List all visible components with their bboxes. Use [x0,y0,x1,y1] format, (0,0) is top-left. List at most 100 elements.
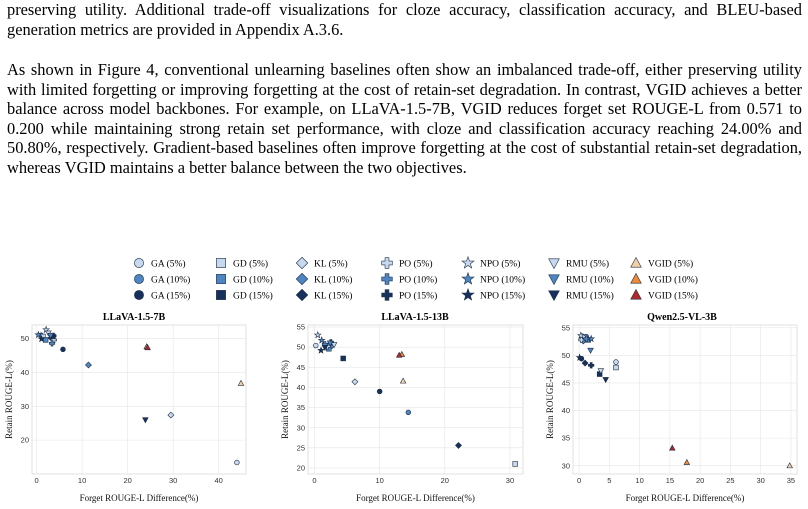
data-point-po [48,340,56,347]
body-paragraph-1: preserving utility. Additional trade-off… [7,0,802,39]
data-point-gd [613,364,619,371]
y-tick-label: 55 [297,323,305,332]
x-tick-label: 25 [726,476,734,485]
legend-label: GA (5%) [151,259,186,270]
legend-label: RMU (5%) [566,259,609,270]
kl-diamond-icon [295,288,309,302]
scatter-panel-2: 0 10 20 30 20 25 30 35 40 45 50 55 LLaVA-1.5-13B Forg… [280,312,524,503]
paragraph-2-text-c: reduces forget set ROUGE-L from 0.571 to… [7,99,802,177]
data-point-rmu [602,377,609,384]
panel-title: Qwen2.5-VL-3B [647,312,717,323]
y-tick-label: 45 [297,363,305,372]
rmu-triangle-down-icon [548,290,560,302]
vgid-name-1: VGID [645,79,687,99]
y-tick-label: 45 [562,379,570,388]
vgid-triangle-up-icon [630,272,642,284]
x-tick-label: 10 [78,476,86,485]
x-tick-label: 0 [312,476,316,485]
y-tick-label: 20 [21,436,29,445]
y-tick-label: 55 [562,323,570,332]
data-point-kl [581,359,589,367]
data-point-ga [405,409,412,416]
legend-label: GA (15%) [151,291,190,302]
legend-label: NPO (15%) [480,291,525,302]
ga-circle-icon [134,258,144,268]
data-point-npo [37,334,46,343]
legend-label: PO (15%) [399,291,437,302]
data-point-kl [167,411,175,419]
y-tick-label: 35 [562,434,570,443]
data-point-po [588,362,595,369]
x-tick-label: 15 [666,476,674,485]
figure-panels: 0 10 20 30 40 20 30 40 50 LLaVA-1.5-7B Forget ROUG… [4,312,798,503]
y-axis-label: Retain ROUGE-L(%) [545,360,555,439]
data-point-npo [34,330,43,339]
vgid-triangle-up-icon [630,256,642,268]
kl-diamond-icon [295,256,309,270]
legend-label: RMU (15%) [566,291,614,302]
vgid-name-3: VGID [64,157,106,177]
po-plus-icon [381,289,393,301]
npo-star-icon [461,271,475,285]
y-axis-label: Retain ROUGE-L(%) [280,360,290,439]
x-tick-label: 0 [34,476,38,485]
body-paragraph-2: As shown in Figure 4, conventional unlea… [7,60,802,178]
legend-label: GD (15%) [233,291,273,302]
npo-star-icon [461,255,475,269]
data-point-kl [85,361,92,369]
data-point-npo [576,331,585,339]
y-tick-label: 35 [297,403,305,412]
y-tick-label: 40 [21,368,29,377]
data-point-ga [613,359,619,365]
legend-label: PO (5%) [399,259,433,270]
data-point-npo [317,346,325,354]
data-point-vgid [786,462,794,469]
data-point-npo [317,336,326,344]
y-tick-label: 50 [297,343,305,352]
ga-circle-icon [134,274,144,284]
legend-label: KL (15%) [314,291,352,302]
data-point-vgid [144,344,151,351]
legend-label: GD (5%) [233,259,268,270]
npo-star-icon [461,287,475,301]
x-tick-label: 20 [123,476,131,485]
paragraph-2-text-a: As shown in Figure 4, conventional unlea… [7,60,802,99]
data-point-gd [340,355,346,362]
legend-label: KL (10%) [314,275,352,286]
vgid-triangle-up-icon [630,288,642,300]
vgid-name-2: VGID [460,99,502,119]
y-tick-label: 40 [562,406,570,415]
x-tick-label: 0 [577,476,581,485]
x-tick-label: 30 [506,476,514,485]
y-tick-label: 30 [21,402,29,411]
rmu-triangle-down-icon [548,274,560,286]
legend-label: KL (5%) [314,259,348,270]
data-point-gd [512,461,518,467]
plot-area [572,324,798,475]
y-tick-label: 50 [562,351,570,360]
x-tick-label: 30 [757,476,765,485]
y-axis-label: Retain ROUGE-L(%) [4,360,14,439]
data-point-vgid [395,351,403,358]
data-point-rmu [330,342,338,349]
ga-circle-icon [134,290,144,300]
x-axis-label: Forget ROUGE-L Difference(%) [626,493,745,503]
scatter-panel-3: 0 5 10 15 20 25 30 35 30 35 40 45 50 55 Qwen2.5-VL-3B F… [545,312,798,503]
paragraph-1-text: preserving utility. Additional trade-off… [7,0,802,39]
data-point-rmu [47,333,54,340]
legend-label: NPO (5%) [480,259,520,270]
panel-title: LLaVA-1.5-7B [103,312,166,323]
data-point-rmu [142,417,149,424]
data-point-kl [455,441,462,449]
data-point-kl [351,378,359,386]
legend-label: PO (10%) [399,275,437,286]
x-axis-label: Forget ROUGE-L Difference(%) [80,493,199,503]
x-tick-label: 35 [787,476,795,485]
data-point-rmu [321,345,329,352]
po-plus-icon [381,273,393,285]
paragraph-2-text-d: maintains a better balance between the t… [105,157,467,177]
x-tick-label: 20 [696,476,704,485]
data-point-ga [313,342,319,349]
plot-area [307,324,524,475]
